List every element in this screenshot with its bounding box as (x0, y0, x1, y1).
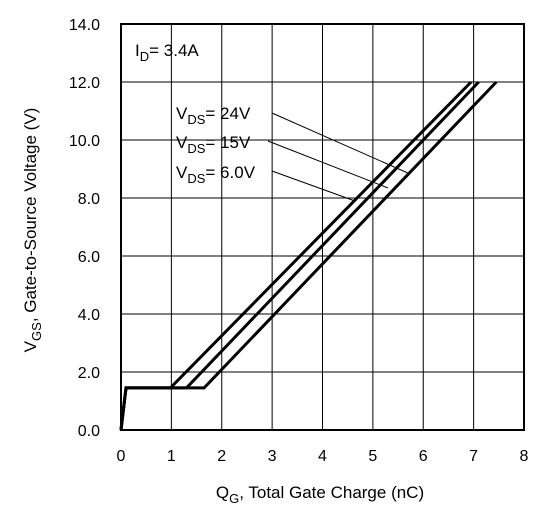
y-tick-label: 0.0 (78, 423, 100, 440)
y-axis-label: VGS, Gate-to-Source Voltage (V) (21, 108, 44, 353)
x-tick-label: 4 (318, 448, 327, 465)
leader-line-15v (267, 140, 389, 189)
x-tick-label: 5 (368, 448, 377, 465)
x-tick-label: 2 (217, 448, 226, 465)
y-tick-label: 4.0 (78, 307, 100, 324)
grid (121, 24, 524, 430)
curves (119, 80, 498, 431)
plot-frame (120, 23, 525, 431)
x-tick-label: 6 (419, 448, 428, 465)
legend-entry-15v: VDS= 15V (176, 133, 251, 156)
y-tick-label: 12.0 (69, 75, 100, 92)
leader-line-24v (271, 112, 411, 175)
legend: VDS= 24V VDS= 15V VDS= 6.0V (176, 104, 411, 202)
y-tick-label: 2.0 (78, 365, 100, 382)
y-axis-ticks: 0.0 2.0 4.0 6.0 8.0 10.0 12.0 14.0 (69, 17, 100, 440)
y-tick-label: 8.0 (78, 191, 100, 208)
x-axis-label: QG, Total Gate Charge (nC) (216, 483, 424, 506)
series-line-2 (119, 80, 473, 431)
condition-label: ID= 3.4A (135, 41, 199, 64)
x-tick-label: 8 (520, 448, 529, 465)
y-tick-label: 10.0 (69, 133, 100, 150)
y-tick-label: 6.0 (78, 249, 100, 266)
leader-line-6v (271, 170, 356, 202)
legend-entry-24v: VDS= 24V (176, 104, 251, 127)
x-tick-label: 1 (167, 448, 176, 465)
x-tick-label: 3 (268, 448, 277, 465)
legend-entry-6v: VDS= 6.0V (176, 163, 256, 186)
x-axis-ticks: 0 1 2 3 4 5 6 7 8 (117, 448, 529, 465)
x-tick-label: 0 (117, 448, 126, 465)
x-tick-label: 7 (469, 448, 478, 465)
y-tick-label: 14.0 (69, 17, 100, 34)
